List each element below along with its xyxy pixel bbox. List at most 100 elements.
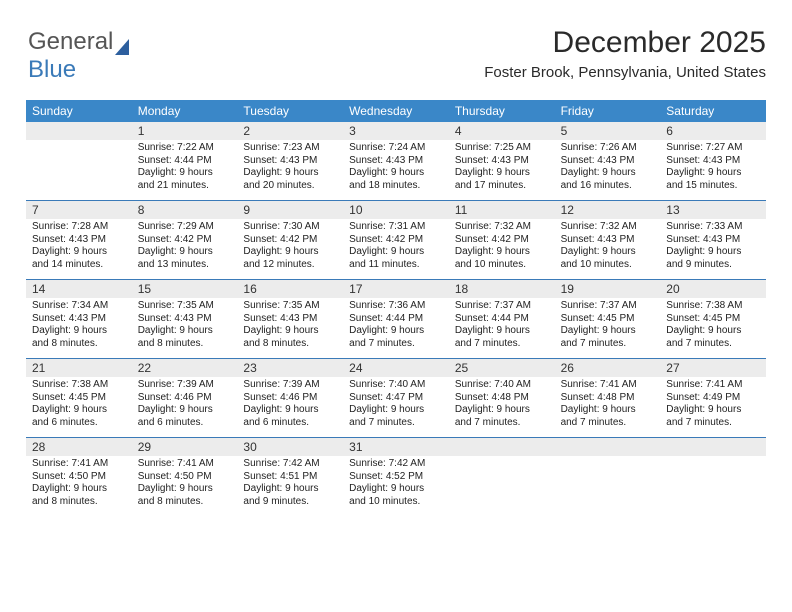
calendar-cell: 28Sunrise: 7:41 AMSunset: 4:50 PMDayligh… [26,438,132,516]
day-number: 20 [660,280,766,298]
brand-part1: General [28,28,113,55]
brand-text: General Blue [28,28,129,84]
day-details: Sunrise: 7:41 AMSunset: 4:48 PMDaylight:… [555,377,661,433]
day-details: Sunrise: 7:40 AMSunset: 4:48 PMDaylight:… [449,377,555,433]
day-details: Sunrise: 7:35 AMSunset: 4:43 PMDaylight:… [237,298,343,354]
weekday-label: Friday [555,100,661,122]
day-details: Sunrise: 7:41 AMSunset: 4:50 PMDaylight:… [132,456,238,512]
calendar-cell [449,438,555,516]
calendar-row: 1Sunrise: 7:22 AMSunset: 4:44 PMDaylight… [26,122,766,200]
calendar-cell: 2Sunrise: 7:23 AMSunset: 4:43 PMDaylight… [237,122,343,200]
calendar-cell: 26Sunrise: 7:41 AMSunset: 4:48 PMDayligh… [555,359,661,437]
day-details: Sunrise: 7:38 AMSunset: 4:45 PMDaylight:… [26,377,132,433]
day-details: Sunrise: 7:41 AMSunset: 4:49 PMDaylight:… [660,377,766,433]
day-details: Sunrise: 7:38 AMSunset: 4:45 PMDaylight:… [660,298,766,354]
brand-part2: Blue [28,56,76,83]
day-number: 15 [132,280,238,298]
day-number: 7 [26,201,132,219]
calendar-cell: 11Sunrise: 7:32 AMSunset: 4:42 PMDayligh… [449,201,555,279]
day-number [26,122,132,140]
day-number [555,438,661,456]
calendar-body: 1Sunrise: 7:22 AMSunset: 4:44 PMDaylight… [26,122,766,516]
page-header: December 2025 Foster Brook, Pennsylvania… [484,26,766,81]
calendar-cell: 8Sunrise: 7:29 AMSunset: 4:42 PMDaylight… [132,201,238,279]
calendar-cell: 4Sunrise: 7:25 AMSunset: 4:43 PMDaylight… [449,122,555,200]
calendar-cell [555,438,661,516]
day-number: 31 [343,438,449,456]
calendar-row: 7Sunrise: 7:28 AMSunset: 4:43 PMDaylight… [26,200,766,279]
day-number: 30 [237,438,343,456]
day-details: Sunrise: 7:40 AMSunset: 4:47 PMDaylight:… [343,377,449,433]
weekday-label: Saturday [660,100,766,122]
calendar-cell: 18Sunrise: 7:37 AMSunset: 4:44 PMDayligh… [449,280,555,358]
calendar-cell: 6Sunrise: 7:27 AMSunset: 4:43 PMDaylight… [660,122,766,200]
day-details: Sunrise: 7:25 AMSunset: 4:43 PMDaylight:… [449,140,555,196]
day-details: Sunrise: 7:24 AMSunset: 4:43 PMDaylight:… [343,140,449,196]
calendar-cell: 22Sunrise: 7:39 AMSunset: 4:46 PMDayligh… [132,359,238,437]
day-number [449,438,555,456]
calendar-cell: 19Sunrise: 7:37 AMSunset: 4:45 PMDayligh… [555,280,661,358]
day-number: 25 [449,359,555,377]
day-number: 4 [449,122,555,140]
day-number: 19 [555,280,661,298]
weekday-label: Tuesday [237,100,343,122]
calendar-cell [26,122,132,200]
day-details: Sunrise: 7:32 AMSunset: 4:43 PMDaylight:… [555,219,661,275]
calendar-cell: 23Sunrise: 7:39 AMSunset: 4:46 PMDayligh… [237,359,343,437]
day-details: Sunrise: 7:26 AMSunset: 4:43 PMDaylight:… [555,140,661,196]
calendar-cell: 15Sunrise: 7:35 AMSunset: 4:43 PMDayligh… [132,280,238,358]
weekday-label: Sunday [26,100,132,122]
day-number: 28 [26,438,132,456]
calendar-cell: 20Sunrise: 7:38 AMSunset: 4:45 PMDayligh… [660,280,766,358]
calendar-cell: 16Sunrise: 7:35 AMSunset: 4:43 PMDayligh… [237,280,343,358]
day-number: 27 [660,359,766,377]
calendar-row: 14Sunrise: 7:34 AMSunset: 4:43 PMDayligh… [26,279,766,358]
calendar-row: 21Sunrise: 7:38 AMSunset: 4:45 PMDayligh… [26,358,766,437]
calendar-cell: 5Sunrise: 7:26 AMSunset: 4:43 PMDaylight… [555,122,661,200]
day-number: 21 [26,359,132,377]
day-number: 17 [343,280,449,298]
calendar-cell: 29Sunrise: 7:41 AMSunset: 4:50 PMDayligh… [132,438,238,516]
day-number: 8 [132,201,238,219]
day-number: 1 [132,122,238,140]
day-number: 11 [449,201,555,219]
day-details: Sunrise: 7:27 AMSunset: 4:43 PMDaylight:… [660,140,766,196]
day-number: 13 [660,201,766,219]
day-details: Sunrise: 7:34 AMSunset: 4:43 PMDaylight:… [26,298,132,354]
calendar-cell: 24Sunrise: 7:40 AMSunset: 4:47 PMDayligh… [343,359,449,437]
weekday-label: Monday [132,100,238,122]
calendar-cell: 3Sunrise: 7:24 AMSunset: 4:43 PMDaylight… [343,122,449,200]
day-number: 5 [555,122,661,140]
day-number: 2 [237,122,343,140]
page-title: December 2025 [484,26,766,60]
location-text: Foster Brook, Pennsylvania, United State… [484,64,766,81]
brand-logo: General Blue [28,28,129,84]
calendar: SundayMondayTuesdayWednesdayThursdayFrid… [26,100,766,516]
day-number: 18 [449,280,555,298]
weekday-label: Thursday [449,100,555,122]
day-number: 16 [237,280,343,298]
day-details: Sunrise: 7:42 AMSunset: 4:51 PMDaylight:… [237,456,343,512]
day-details: Sunrise: 7:37 AMSunset: 4:45 PMDaylight:… [555,298,661,354]
day-number: 14 [26,280,132,298]
calendar-cell: 7Sunrise: 7:28 AMSunset: 4:43 PMDaylight… [26,201,132,279]
day-number: 3 [343,122,449,140]
day-details: Sunrise: 7:39 AMSunset: 4:46 PMDaylight:… [237,377,343,433]
calendar-cell: 9Sunrise: 7:30 AMSunset: 4:42 PMDaylight… [237,201,343,279]
day-details: Sunrise: 7:29 AMSunset: 4:42 PMDaylight:… [132,219,238,275]
calendar-cell: 21Sunrise: 7:38 AMSunset: 4:45 PMDayligh… [26,359,132,437]
calendar-cell [660,438,766,516]
day-details: Sunrise: 7:35 AMSunset: 4:43 PMDaylight:… [132,298,238,354]
day-number: 9 [237,201,343,219]
day-details: Sunrise: 7:37 AMSunset: 4:44 PMDaylight:… [449,298,555,354]
day-details: Sunrise: 7:28 AMSunset: 4:43 PMDaylight:… [26,219,132,275]
day-number: 24 [343,359,449,377]
day-details: Sunrise: 7:30 AMSunset: 4:42 PMDaylight:… [237,219,343,275]
weekday-label: Wednesday [343,100,449,122]
day-details: Sunrise: 7:41 AMSunset: 4:50 PMDaylight:… [26,456,132,512]
day-details: Sunrise: 7:36 AMSunset: 4:44 PMDaylight:… [343,298,449,354]
calendar-cell: 30Sunrise: 7:42 AMSunset: 4:51 PMDayligh… [237,438,343,516]
calendar-cell: 31Sunrise: 7:42 AMSunset: 4:52 PMDayligh… [343,438,449,516]
day-details: Sunrise: 7:23 AMSunset: 4:43 PMDaylight:… [237,140,343,196]
calendar-weekday-header: SundayMondayTuesdayWednesdayThursdayFrid… [26,100,766,122]
